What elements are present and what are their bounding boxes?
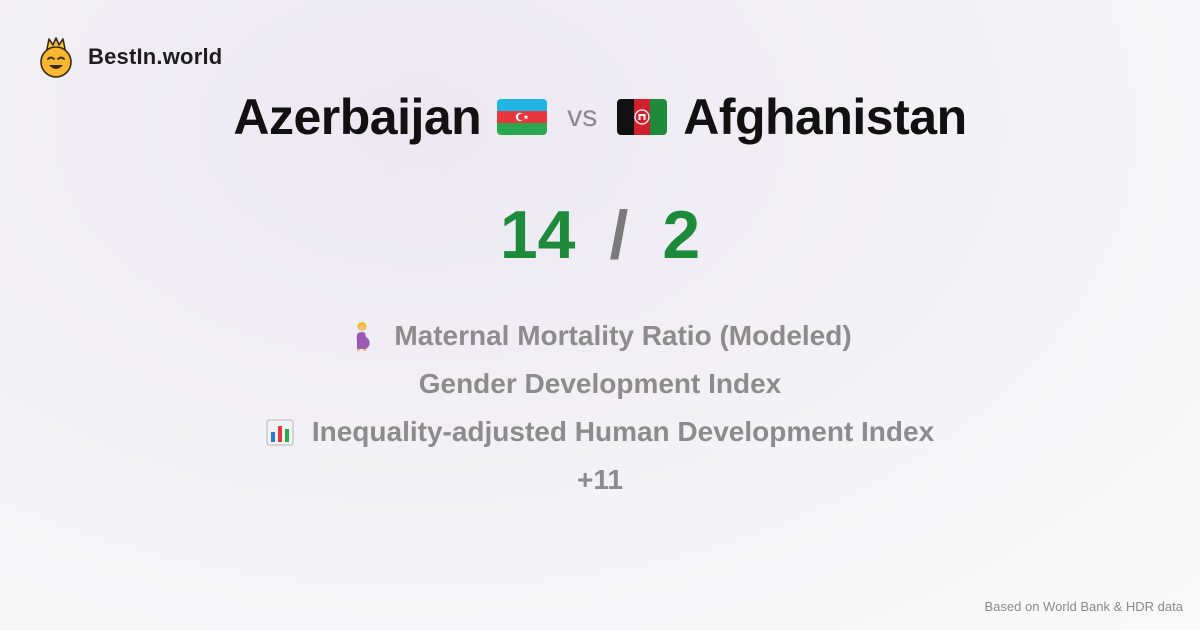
metric-item: Inequality-adjusted Human Development In… [266, 408, 934, 456]
azerbaijan-flag-icon [497, 99, 548, 135]
afghanistan-flag-icon [617, 99, 668, 135]
more-metrics-count: +11 [577, 464, 623, 495]
left-country-name: Azerbaijan [233, 89, 482, 145]
brand[interactable]: BestIn.world [38, 36, 222, 78]
brand-name: BestIn.world [88, 44, 223, 69]
pregnant-woman-icon [356, 322, 370, 351]
bar-chart-icon [266, 419, 294, 446]
left-score: 14 [499, 197, 576, 273]
right-score: 2 [662, 197, 701, 273]
metric-item: Gender Development Index [419, 360, 782, 408]
smiling-crown-face-icon [40, 37, 72, 78]
vs-label: vs [567, 100, 598, 133]
metric-label: Inequality-adjusted Human Development In… [311, 416, 935, 447]
metric-label: Maternal Mortality Ratio (Modeled) [394, 320, 852, 351]
data-source-note: Based on World Bank & HDR data [984, 599, 1183, 614]
metric-label: Gender Development Index [418, 368, 782, 399]
metric-item: Maternal Mortality Ratio (Modeled) [348, 312, 852, 360]
score: 14 / 2 [0, 196, 1200, 274]
right-country-name: Afghanistan [683, 89, 967, 145]
score-separator: / [609, 197, 629, 273]
comparison-title: Azerbaijan vs Afghanistan [0, 88, 1200, 146]
metric-list: Maternal Mortality Ratio (Modeled) Gende… [0, 312, 1200, 504]
